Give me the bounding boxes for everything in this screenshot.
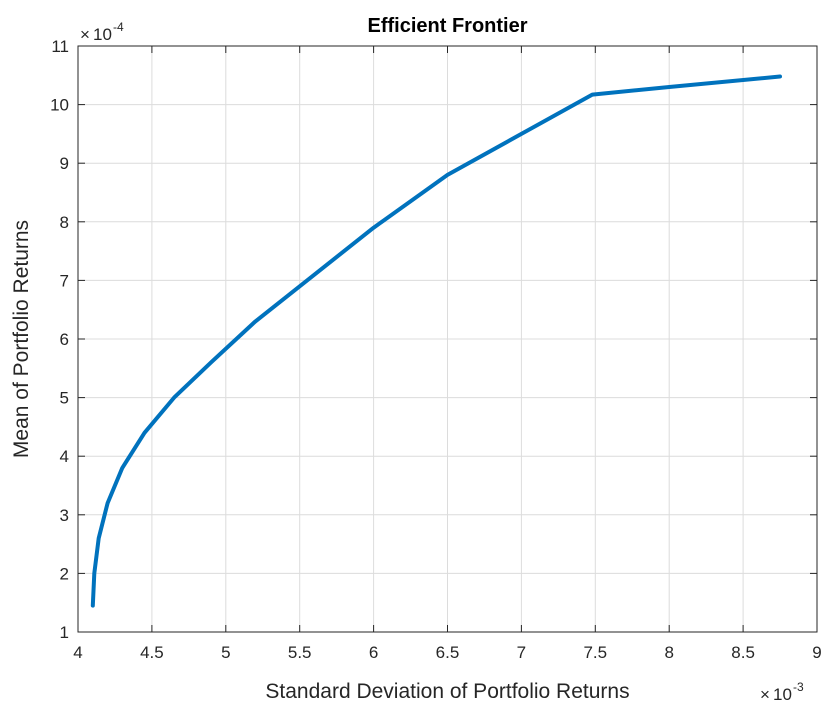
y-multiplier-base: 10: [93, 25, 112, 44]
y-tick-label: 4: [60, 447, 69, 466]
x-tick-label: 7.5: [583, 643, 607, 662]
x-tick-label: 8: [664, 643, 673, 662]
y-multiplier-exponent: -4: [113, 20, 124, 34]
chart-title: Efficient Frontier: [367, 15, 527, 37]
y-multiplier-sign: ×: [80, 25, 90, 44]
x-tick-label: 7: [517, 643, 526, 662]
x-tick-label: 6: [369, 643, 378, 662]
frontier-line: [90, 74, 782, 608]
x-multiplier-base: 10: [773, 685, 792, 704]
y-tick-label: 3: [60, 506, 69, 525]
y-axis-label: Mean of Portfolio Returns: [10, 220, 33, 458]
y-tick-label: 7: [60, 271, 69, 290]
x-tick-label: 6.5: [436, 643, 460, 662]
y-tick-label: 9: [60, 154, 69, 173]
x-tick-label: 9: [812, 643, 821, 662]
y-tick-label: 5: [60, 389, 69, 408]
y-tick-label: 1: [60, 623, 69, 642]
y-tick-label: 11: [51, 37, 69, 56]
x-axis-multiplier: × 10 -3: [760, 680, 804, 704]
y-axis-multiplier: × 10 -4: [80, 20, 124, 44]
x-tick-label: 5.5: [288, 643, 312, 662]
y-tick-label: 2: [60, 564, 69, 583]
x-axis-label: Standard Deviation of Portfolio Returns: [265, 680, 629, 703]
x-tick-label: 4: [73, 643, 82, 662]
y-tick-label: 8: [60, 213, 69, 232]
series-layer: [90, 74, 782, 608]
x-multiplier-exponent: -3: [793, 680, 804, 694]
y-tick-label: 10: [50, 96, 69, 115]
y-tick-label: 6: [60, 330, 69, 349]
ticks: 4 4.5 5 5.5 6 6.5 7 7.5 8 8.5 9 1 2 3 4 5 6 7 8 9 10 11: [50, 37, 822, 662]
x-tick-label: 8.5: [731, 643, 755, 662]
x-tick-label: 4.5: [140, 643, 164, 662]
x-tick-label: 5: [221, 643, 230, 662]
x-multiplier-sign: ×: [760, 685, 770, 704]
